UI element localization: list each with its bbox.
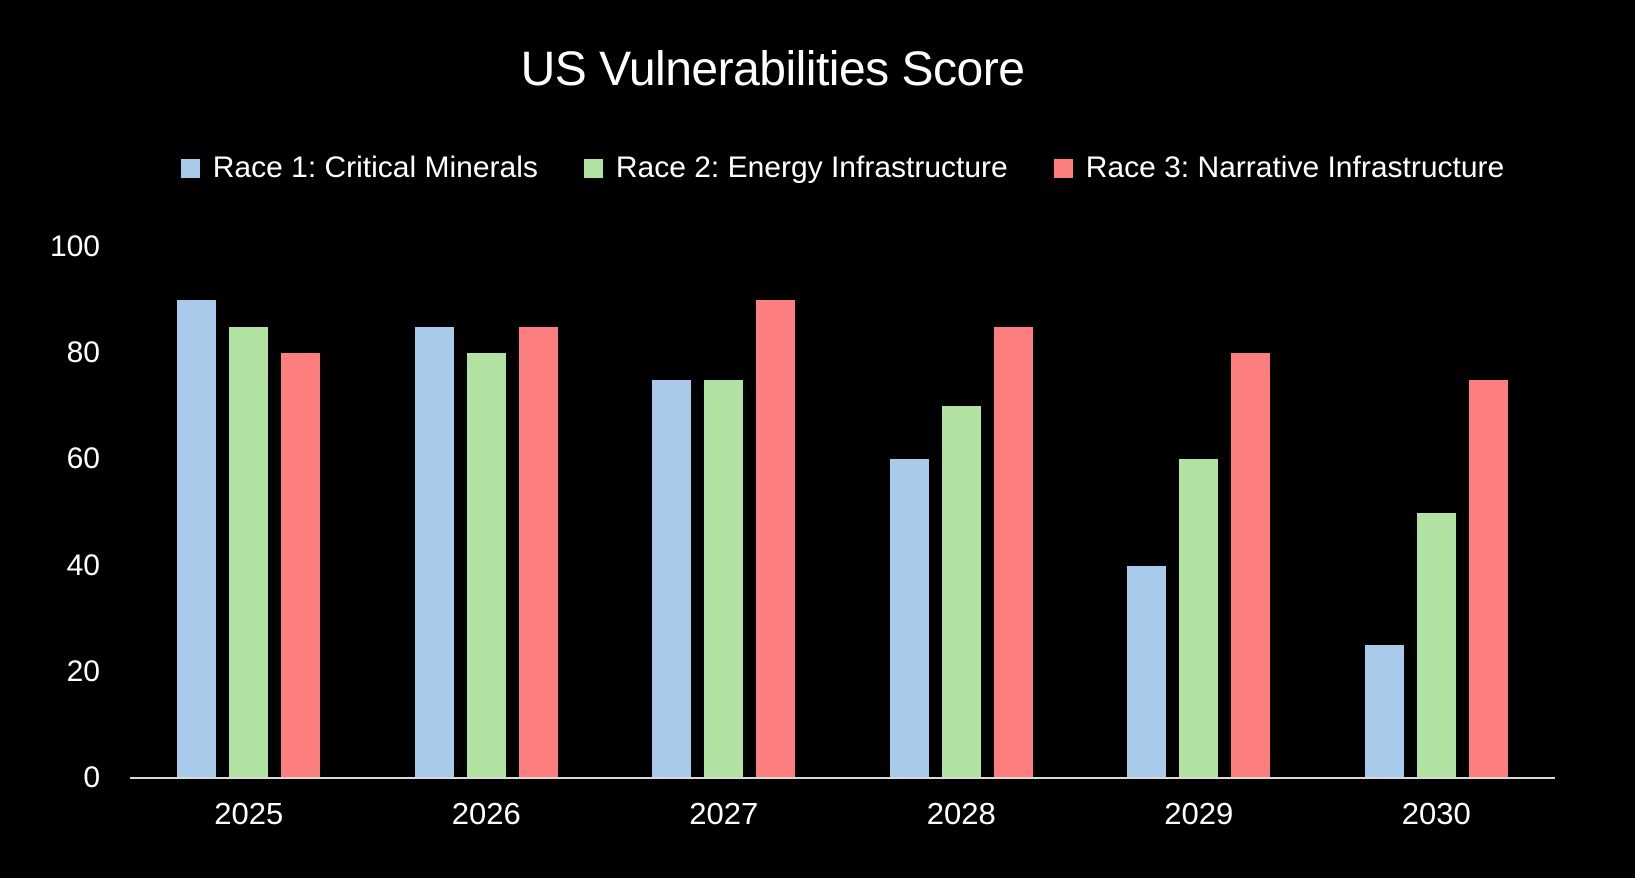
x-axis-tick-label: 2025 bbox=[214, 796, 284, 831]
bar-series3-2025 bbox=[281, 353, 321, 778]
bar-series1-2026 bbox=[414, 326, 454, 778]
bar-series3-2029 bbox=[1231, 353, 1271, 778]
x-axis-line bbox=[130, 777, 1555, 779]
bar-series1-2029 bbox=[1127, 565, 1167, 778]
y-axis-tick-label: 60 bbox=[66, 442, 100, 476]
bar-series2-2027 bbox=[704, 379, 744, 778]
legend-item: Race 2: Energy Infrastructure bbox=[583, 151, 1008, 185]
legend-swatch-icon bbox=[1053, 158, 1073, 178]
bar-series2-2026 bbox=[466, 353, 506, 778]
y-axis-tick-label: 40 bbox=[66, 548, 100, 582]
legend-label: Race 3: Narrative Infrastructure bbox=[1085, 151, 1505, 184]
bar-series1-2028 bbox=[889, 459, 929, 778]
bar-group-2027 bbox=[605, 247, 843, 778]
y-axis-tick-label: 80 bbox=[66, 336, 100, 370]
bar-group-2030 bbox=[1318, 247, 1556, 778]
legend-label: Race 1: Critical Minerals bbox=[212, 151, 538, 184]
x-axis-tick-label: 2029 bbox=[1164, 796, 1234, 831]
legend: Race 1: Critical Minerals Race 2: Energy … bbox=[130, 148, 1555, 188]
bar-group-2025 bbox=[130, 247, 368, 778]
x-axis-tick-label: 2030 bbox=[1401, 796, 1471, 831]
bar-series3-2028 bbox=[993, 326, 1033, 778]
bar-group-2028 bbox=[843, 247, 1081, 778]
bar-series1-2030 bbox=[1364, 645, 1404, 778]
bar-group-2029 bbox=[1080, 247, 1318, 778]
y-axis-tick-label: 100 bbox=[49, 230, 100, 263]
legend-item: Race 1: Critical Minerals bbox=[180, 151, 538, 185]
y-axis-tick-label: 0 bbox=[83, 761, 100, 794]
x-axis-tick-label: 2026 bbox=[451, 796, 521, 831]
x-axis-tick-label: 2027 bbox=[689, 796, 759, 831]
x-axis-tick-label: 2028 bbox=[926, 796, 996, 831]
y-axis-tick-label: 20 bbox=[66, 654, 100, 688]
chart-title: US Vulnerabilities Score bbox=[520, 43, 1025, 96]
bar-series3-2027 bbox=[756, 300, 796, 778]
bar-series3-2030 bbox=[1468, 379, 1508, 778]
x-axis: 2025 2026 2027 2028 2029 2030 bbox=[130, 796, 1555, 832]
bar-series2-2028 bbox=[941, 406, 981, 778]
legend-swatch-icon bbox=[180, 158, 200, 178]
legend-item: Race 3: Narrative Infrastructure bbox=[1053, 151, 1505, 185]
bar-series2-2030 bbox=[1416, 512, 1456, 778]
bar-series2-2029 bbox=[1179, 459, 1219, 778]
bar-group-2026 bbox=[368, 247, 606, 778]
bar-series2-2025 bbox=[229, 326, 269, 778]
bar-series1-2025 bbox=[177, 300, 217, 778]
y-axis: 0 20 40 60 80 100 bbox=[0, 230, 100, 794]
bar-series3-2026 bbox=[518, 326, 558, 778]
legend-swatch-icon bbox=[583, 158, 603, 178]
legend-label: Race 2: Energy Infrastructure bbox=[615, 151, 1008, 184]
plot-area bbox=[130, 247, 1555, 778]
bar-series1-2027 bbox=[652, 379, 692, 778]
